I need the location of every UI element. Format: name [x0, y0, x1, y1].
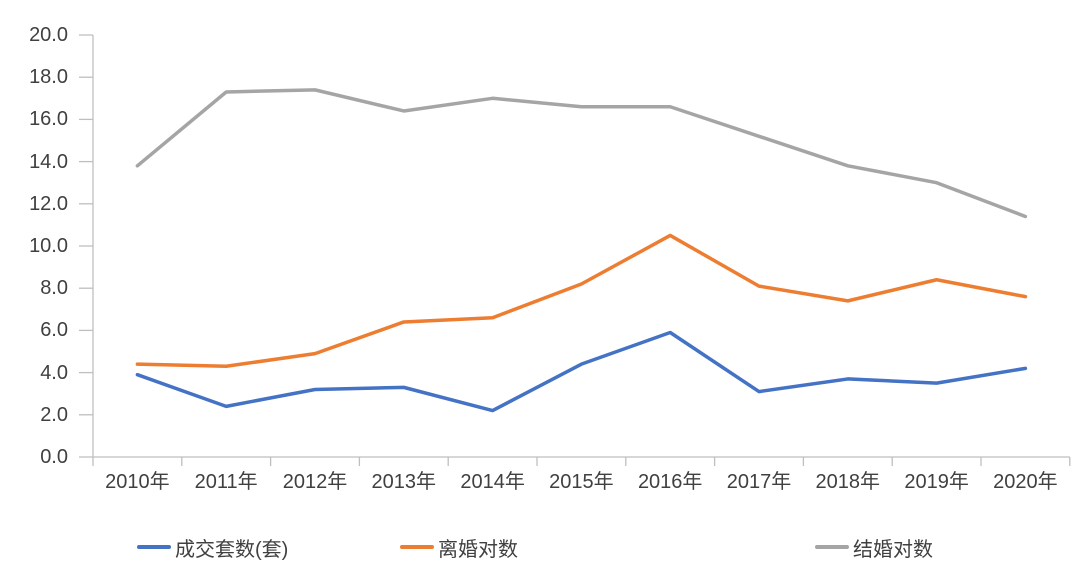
- x-axis-tick-label: 2012年: [282, 471, 348, 493]
- y-axis-tick-label: 14.0: [29, 150, 68, 173]
- x-axis-tick-label: 2020年: [993, 471, 1058, 493]
- x-axis-tick-label: 2010年: [105, 471, 170, 493]
- legend-label: 离婚对数: [438, 538, 518, 561]
- x-axis-tick-label: 2017年: [726, 471, 792, 493]
- y-axis-tick-label: 12.0: [29, 192, 68, 215]
- legend-label: 结婚对数: [853, 538, 933, 561]
- legend-swatch-icon: [137, 545, 171, 549]
- legend-label: 成交套数(套): [175, 538, 289, 561]
- y-axis-tick-label: 10.0: [29, 235, 68, 257]
- y-axis-tick-label: 2.0: [40, 403, 68, 426]
- series-line-离婚对数: [135, 233, 1028, 369]
- x-axis-tick-label: 2014年: [460, 471, 525, 493]
- series-line-成交套数(套): [135, 330, 1028, 413]
- y-axis-tick-label: 0.0: [40, 446, 68, 468]
- legend-item: 离婚对数: [400, 535, 518, 561]
- y-axis-tick-label: 6.0: [40, 319, 68, 342]
- x-axis-tick-label: 2013年: [371, 471, 437, 493]
- x-axis-tick-label: 2018年: [815, 471, 881, 493]
- x-axis-tick-label: 2019年: [904, 471, 969, 493]
- series-line-结婚对数: [135, 88, 1028, 219]
- legend-item: 结婚对数: [815, 535, 933, 561]
- y-axis-tick-label: 8.0: [40, 277, 68, 300]
- y-axis-tick-label: 16.0: [29, 108, 68, 131]
- legend-item: 成交套数(套): [137, 535, 289, 561]
- legend-swatch-icon: [815, 545, 849, 549]
- x-axis-tick-label: 2015年: [549, 471, 614, 493]
- x-axis-tick-label: 2016年: [637, 471, 703, 493]
- y-axis-tick-label: 20.0: [29, 24, 68, 46]
- y-axis-tick-label: 18.0: [29, 66, 68, 89]
- x-axis-tick-label: 2011年: [194, 471, 258, 493]
- legend-swatch-icon: [400, 545, 434, 549]
- y-axis-tick-label: 4.0: [40, 361, 68, 384]
